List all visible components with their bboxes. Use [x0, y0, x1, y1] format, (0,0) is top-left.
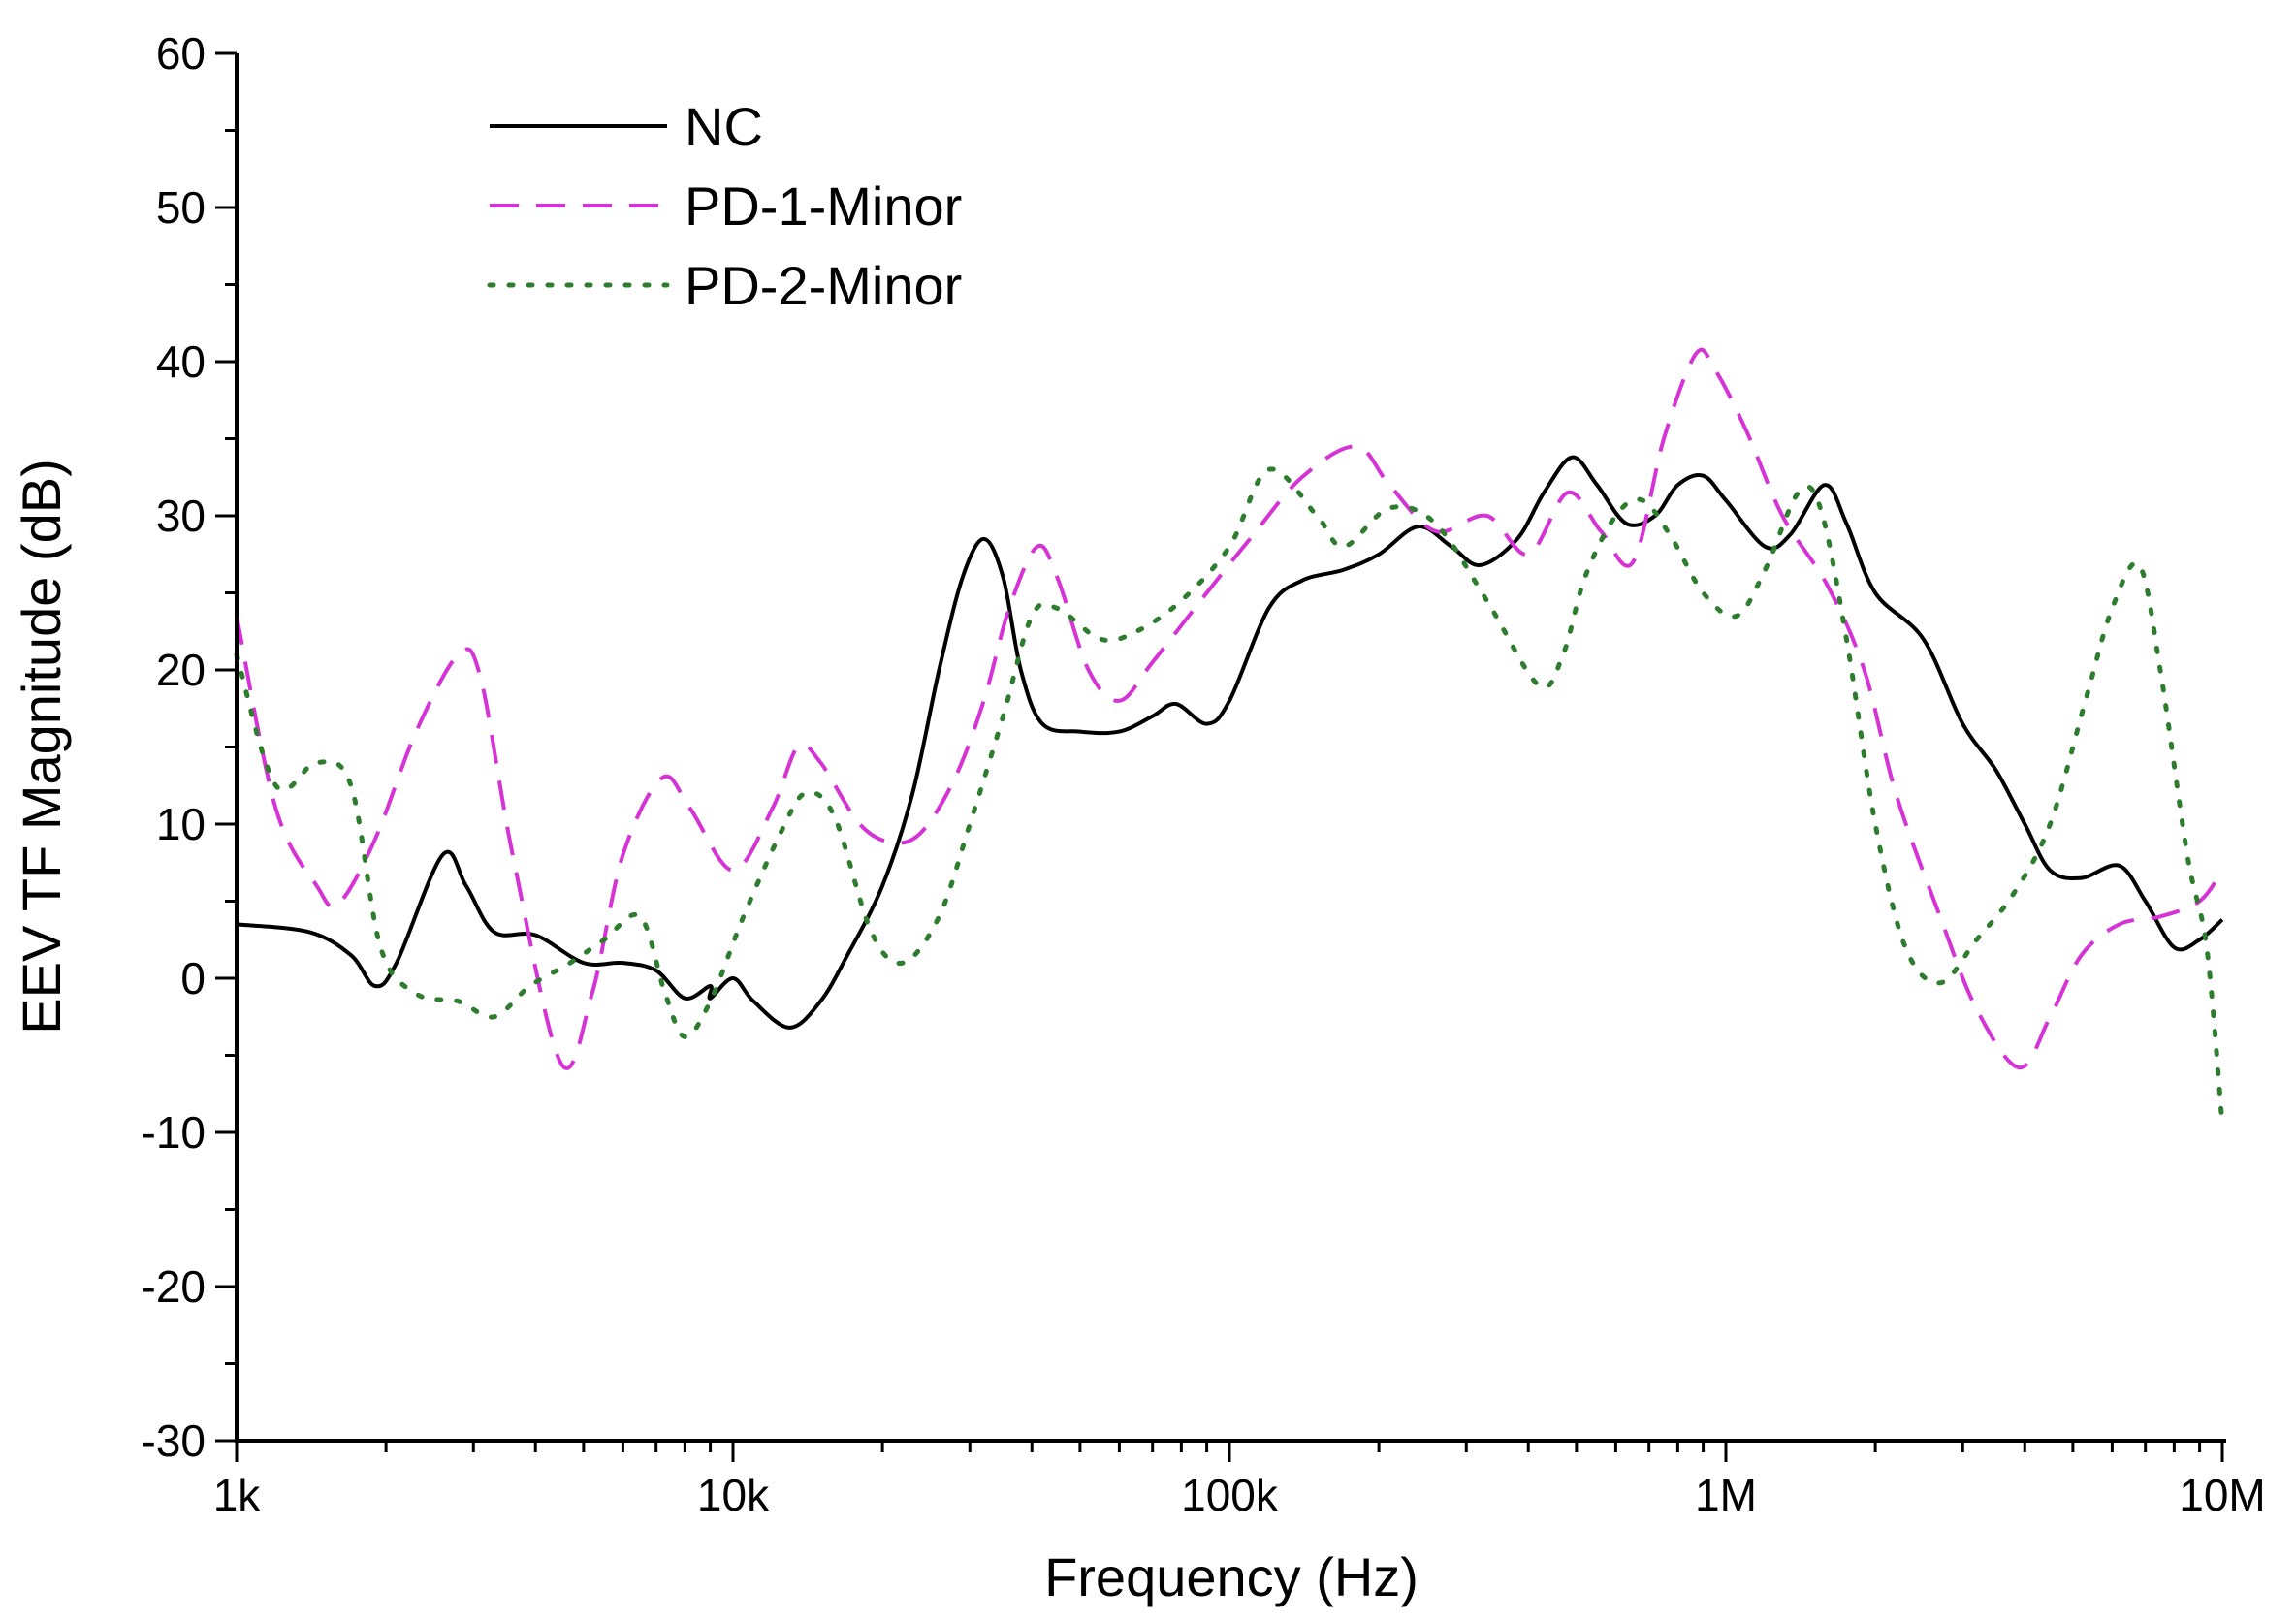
y-tick-label: 40: [156, 336, 206, 387]
y-axis-title: EEV TF Magnitude (dB): [11, 459, 72, 1034]
y-tick-label: -20: [142, 1261, 206, 1312]
series-line-pd-2-minor: [234, 466, 2225, 1128]
y-tick-label: 60: [156, 28, 206, 79]
y-tick-label: -30: [142, 1415, 206, 1466]
y-tick-label: 20: [156, 645, 206, 695]
y-tick-label: 10: [156, 799, 206, 849]
x-tick-label: 100k: [1181, 1470, 1279, 1520]
axes-layer: [235, 53, 2226, 1443]
y-tick-label: 50: [156, 182, 206, 233]
y-tick-label: -10: [142, 1107, 206, 1158]
legend-label: PD-2-Minor: [685, 255, 962, 316]
y-tick-label: 0: [180, 953, 206, 1003]
x-tick-label: 10k: [697, 1470, 770, 1520]
series-line-pd-1-minor: [235, 347, 2224, 1070]
x-axis-title: Frequency (Hz): [1044, 1546, 1419, 1607]
legend: NC PD-1-Minor PD-2-Minor: [487, 96, 962, 316]
y-tick-label: 30: [156, 491, 206, 541]
legend-label: NC: [685, 96, 763, 157]
x-tick-label: 10M: [2179, 1470, 2265, 1520]
x-tick-label: 1M: [1695, 1470, 1757, 1520]
series-line-nc: [236, 455, 2224, 1030]
series-layer: [234, 347, 2225, 1128]
legend-label: PD-1-Minor: [685, 175, 962, 237]
x-tick-label: 1k: [213, 1470, 262, 1520]
